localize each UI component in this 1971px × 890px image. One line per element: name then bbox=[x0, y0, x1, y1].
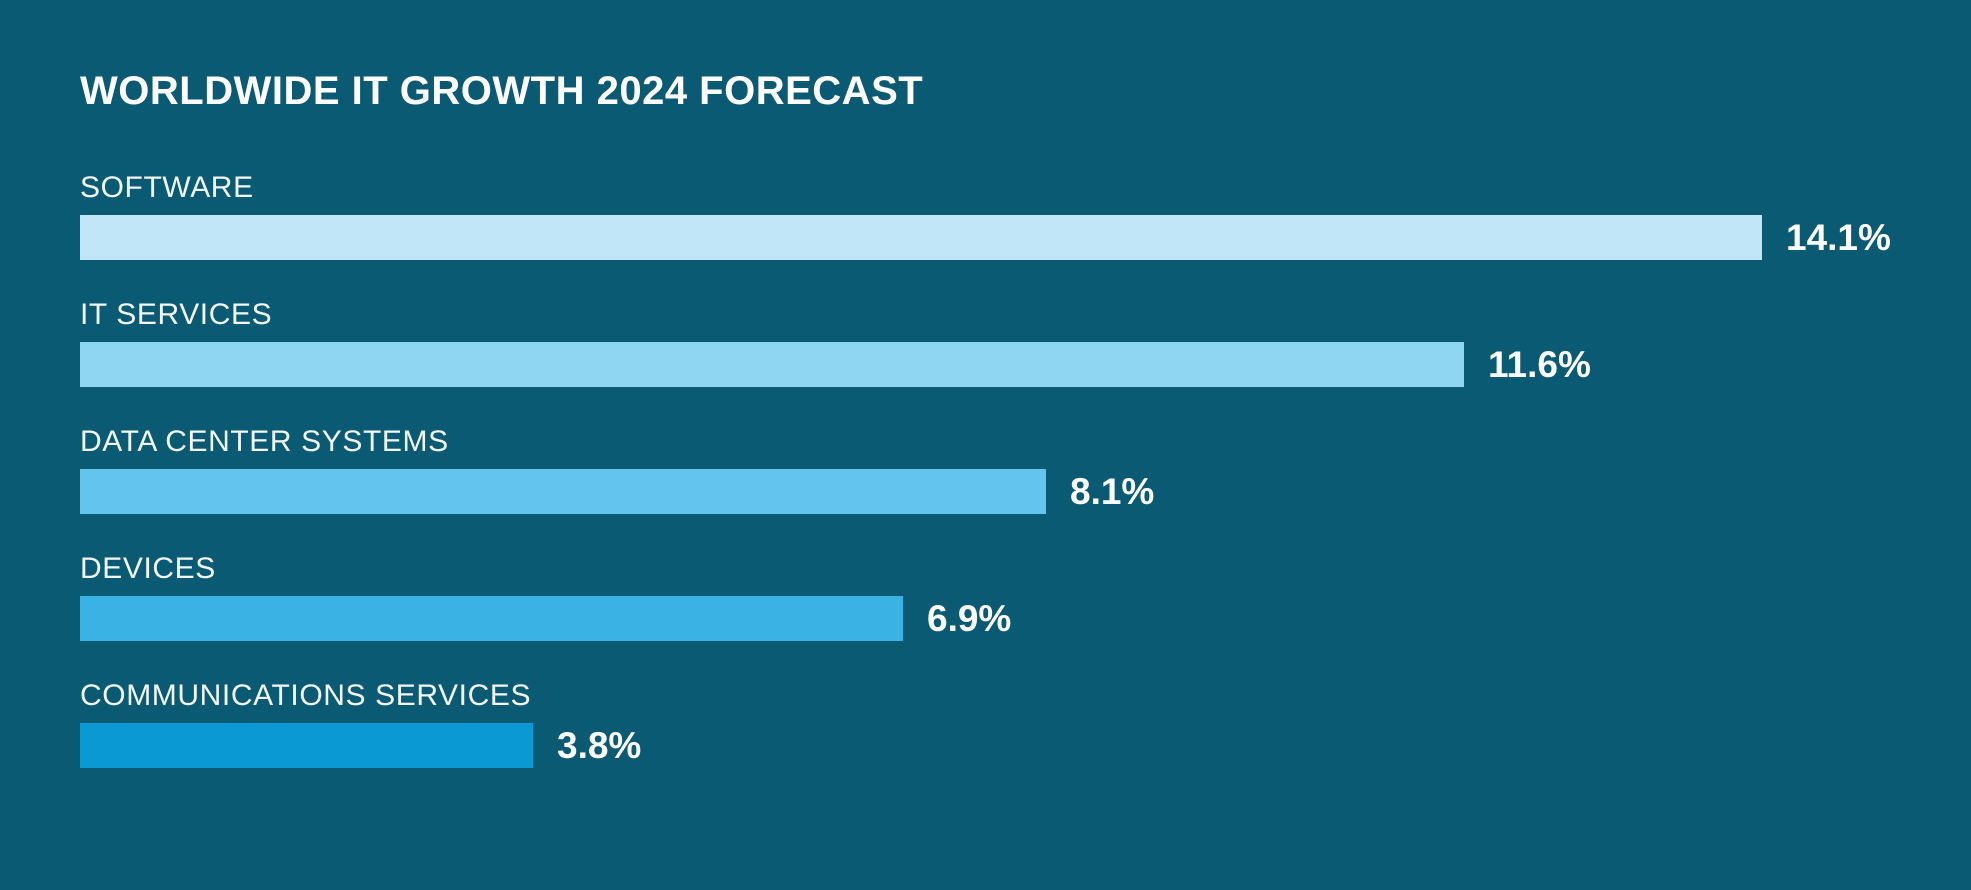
bar-line: 8.1% bbox=[80, 469, 1971, 514]
bar-value: 3.8% bbox=[557, 725, 642, 766]
bar-value: 11.6% bbox=[1488, 344, 1591, 385]
chart-title: WORLDWIDE IT GROWTH 2024 FORECAST bbox=[80, 69, 924, 113]
bar-line: 11.6% bbox=[80, 342, 1971, 387]
bar-line: 14.1% bbox=[80, 215, 1971, 260]
bar bbox=[80, 723, 533, 768]
bar-row: COMMUNICATIONS SERVICES 3.8% bbox=[80, 678, 1971, 768]
bar-line: 3.8% bbox=[80, 723, 1971, 768]
bar bbox=[80, 215, 1762, 260]
bar bbox=[80, 596, 903, 641]
bar bbox=[80, 342, 1464, 387]
bar-label: SOFTWARE bbox=[80, 171, 254, 204]
bar-row: DATA CENTER SYSTEMS 8.1% bbox=[80, 424, 1971, 514]
chart-content: WORLDWIDE IT GROWTH 2024 FORECAST SOFTWA… bbox=[80, 69, 1971, 768]
bar-row: SOFTWARE 14.1% bbox=[80, 170, 1971, 260]
bar-label: COMMUNICATIONS SERVICES bbox=[80, 679, 532, 712]
bar-value: 6.9% bbox=[927, 598, 1012, 639]
bar-rows: SOFTWARE 14.1% IT SERVICES 11.6% DATA CE… bbox=[80, 170, 1971, 768]
bar-row: IT SERVICES 11.6% bbox=[80, 297, 1971, 387]
bar-label: DEVICES bbox=[80, 552, 216, 585]
bar-label: DATA CENTER SYSTEMS bbox=[80, 425, 449, 458]
bar-row: DEVICES 6.9% bbox=[80, 551, 1971, 641]
bar-label: IT SERVICES bbox=[80, 298, 273, 331]
bar-line: 6.9% bbox=[80, 596, 1971, 641]
bar-value: 8.1% bbox=[1070, 471, 1155, 512]
bar bbox=[80, 469, 1046, 514]
bar-value: 14.1% bbox=[1786, 217, 1891, 258]
